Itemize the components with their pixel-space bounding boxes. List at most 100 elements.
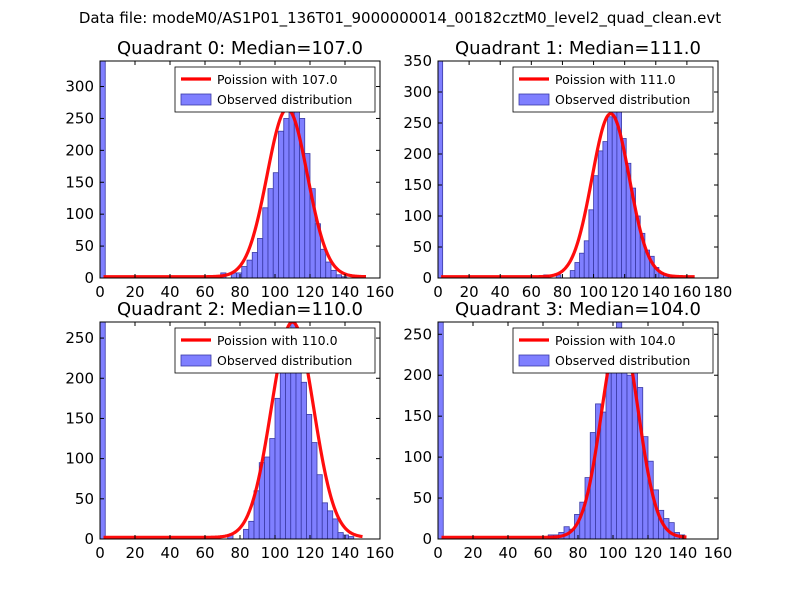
y-tick-label: 200 [403, 145, 432, 163]
legend-bar-swatch [180, 93, 212, 106]
x-tick-label: 120 [610, 283, 639, 301]
histogram-bar [251, 252, 258, 278]
y-tick-label: 200 [65, 141, 94, 159]
histogram-bar [241, 266, 248, 278]
x-tick-label: 80 [553, 283, 572, 301]
histogram-bar [274, 397, 281, 539]
x-tick-label: 120 [634, 544, 663, 562]
y-tick-label: 150 [403, 407, 432, 425]
histogram-bar [593, 175, 599, 278]
x-tick-label: 140 [669, 544, 698, 562]
histogram-bar [341, 276, 348, 278]
quadrant-2-panel: 0 20 40 60 80 100 120 140 160 0 50 100 150 200 250 Quad… [65, 299, 394, 562]
histogram-bar [600, 411, 607, 539]
x-tick-label: 60 [533, 544, 552, 562]
x-tick-label: 100 [599, 544, 628, 562]
x-tick-label: 160 [366, 283, 395, 301]
figure-title: Data file: modeM0/AS1P01_136T01_90000000… [78, 9, 722, 27]
histogram-bar [602, 141, 608, 278]
histogram-bar [605, 366, 612, 539]
y-tick-label: 350 [403, 52, 432, 70]
x-tick-label: 40 [498, 544, 517, 562]
histogram-bar [588, 209, 594, 278]
legend-label-observed: Observed distribution [555, 353, 690, 368]
x-tick-label: 40 [491, 283, 510, 301]
histogram-bar [264, 456, 271, 539]
histogram-bar [283, 118, 290, 278]
panel-title: Quadrant 0: Median=107.0 [117, 38, 363, 59]
plot-area [100, 61, 367, 278]
histogram-bar [257, 238, 264, 278]
y-tick-label: 100 [403, 448, 432, 466]
histogram-bar [610, 346, 617, 539]
y-tick-label: 100 [65, 205, 94, 223]
x-tick-label: 60 [195, 544, 214, 562]
histogram-bar [438, 322, 444, 539]
x-tick-label: 160 [366, 544, 395, 562]
plot-area [100, 322, 363, 539]
legend-label-fit: Poission with 107.0 [217, 72, 338, 87]
legend-bar-swatch [518, 354, 550, 367]
histogram-bar [569, 270, 576, 278]
panel-title: Quadrant 2: Median=110.0 [117, 299, 363, 320]
histogram-bar [262, 207, 269, 278]
legend-bar-swatch [180, 354, 212, 367]
histogram-bar [327, 510, 334, 539]
y-tick-label: 50 [413, 238, 432, 256]
histogram-bar [243, 528, 250, 539]
x-tick-label: 20 [125, 283, 144, 301]
y-tick-label: 50 [413, 489, 432, 507]
histogram-bar [306, 414, 313, 539]
x-tick-label: 160 [704, 544, 733, 562]
histogram-bar [583, 240, 590, 278]
panel-title: Quadrant 1: Median=111.0 [455, 38, 701, 59]
histogram-bar [325, 261, 332, 278]
legend-label-observed: Observed distribution [217, 353, 352, 368]
y-tick-label: 0 [422, 269, 432, 287]
x-tick-label: 40 [160, 544, 179, 562]
histogram-bar [607, 116, 613, 278]
x-tick-label: 0 [433, 283, 443, 301]
histogram-bar [626, 374, 633, 539]
x-tick-label: 80 [230, 544, 249, 562]
y-tick-label: 150 [65, 409, 94, 427]
histogram-bar [272, 172, 279, 278]
x-tick-label: 0 [433, 544, 443, 562]
x-tick-label: 40 [160, 283, 179, 301]
x-tick-label: 0 [95, 544, 105, 562]
histogram-bar [100, 61, 106, 278]
y-tick-label: 150 [65, 173, 94, 191]
histogram-bar [574, 262, 580, 278]
histogram-bar [597, 150, 604, 278]
y-tick-label: 200 [403, 366, 432, 384]
poisson-fit-line [103, 322, 363, 539]
y-tick-label: 300 [403, 83, 432, 101]
quadrant-0-panel: 0 20 40 60 80 100 120 140 160 0 50 100 150 200 250 300 Q… [65, 38, 394, 301]
legend-label-observed: Observed distribution [217, 92, 352, 107]
legend: Poission with 111.0 Observed distribution [512, 66, 714, 113]
x-tick-label: 100 [261, 544, 290, 562]
y-tick-label: 250 [403, 325, 432, 343]
y-tick-label: 0 [84, 269, 94, 287]
histogram-bar [236, 272, 243, 278]
poisson-fit-line [441, 328, 687, 539]
y-tick-label: 100 [65, 450, 94, 468]
plot-area [438, 61, 695, 278]
histogram-bar [279, 369, 286, 539]
x-tick-label: 80 [568, 544, 587, 562]
histogram-bar [320, 248, 327, 278]
histogram-bar [579, 252, 585, 278]
histogram-bar [246, 259, 253, 278]
axes-frame [437, 60, 719, 279]
histogram-bar [311, 442, 318, 539]
histogram-bar [278, 130, 285, 278]
y-tick-label: 300 [65, 78, 94, 96]
x-tick-label: 0 [95, 283, 105, 301]
histogram-bar [269, 438, 276, 539]
histogram-bar [248, 520, 255, 539]
histogram-bar [342, 534, 349, 539]
histogram-bar [321, 502, 328, 539]
y-tick-label: 200 [65, 369, 94, 387]
x-tick-label: 100 [579, 283, 608, 301]
